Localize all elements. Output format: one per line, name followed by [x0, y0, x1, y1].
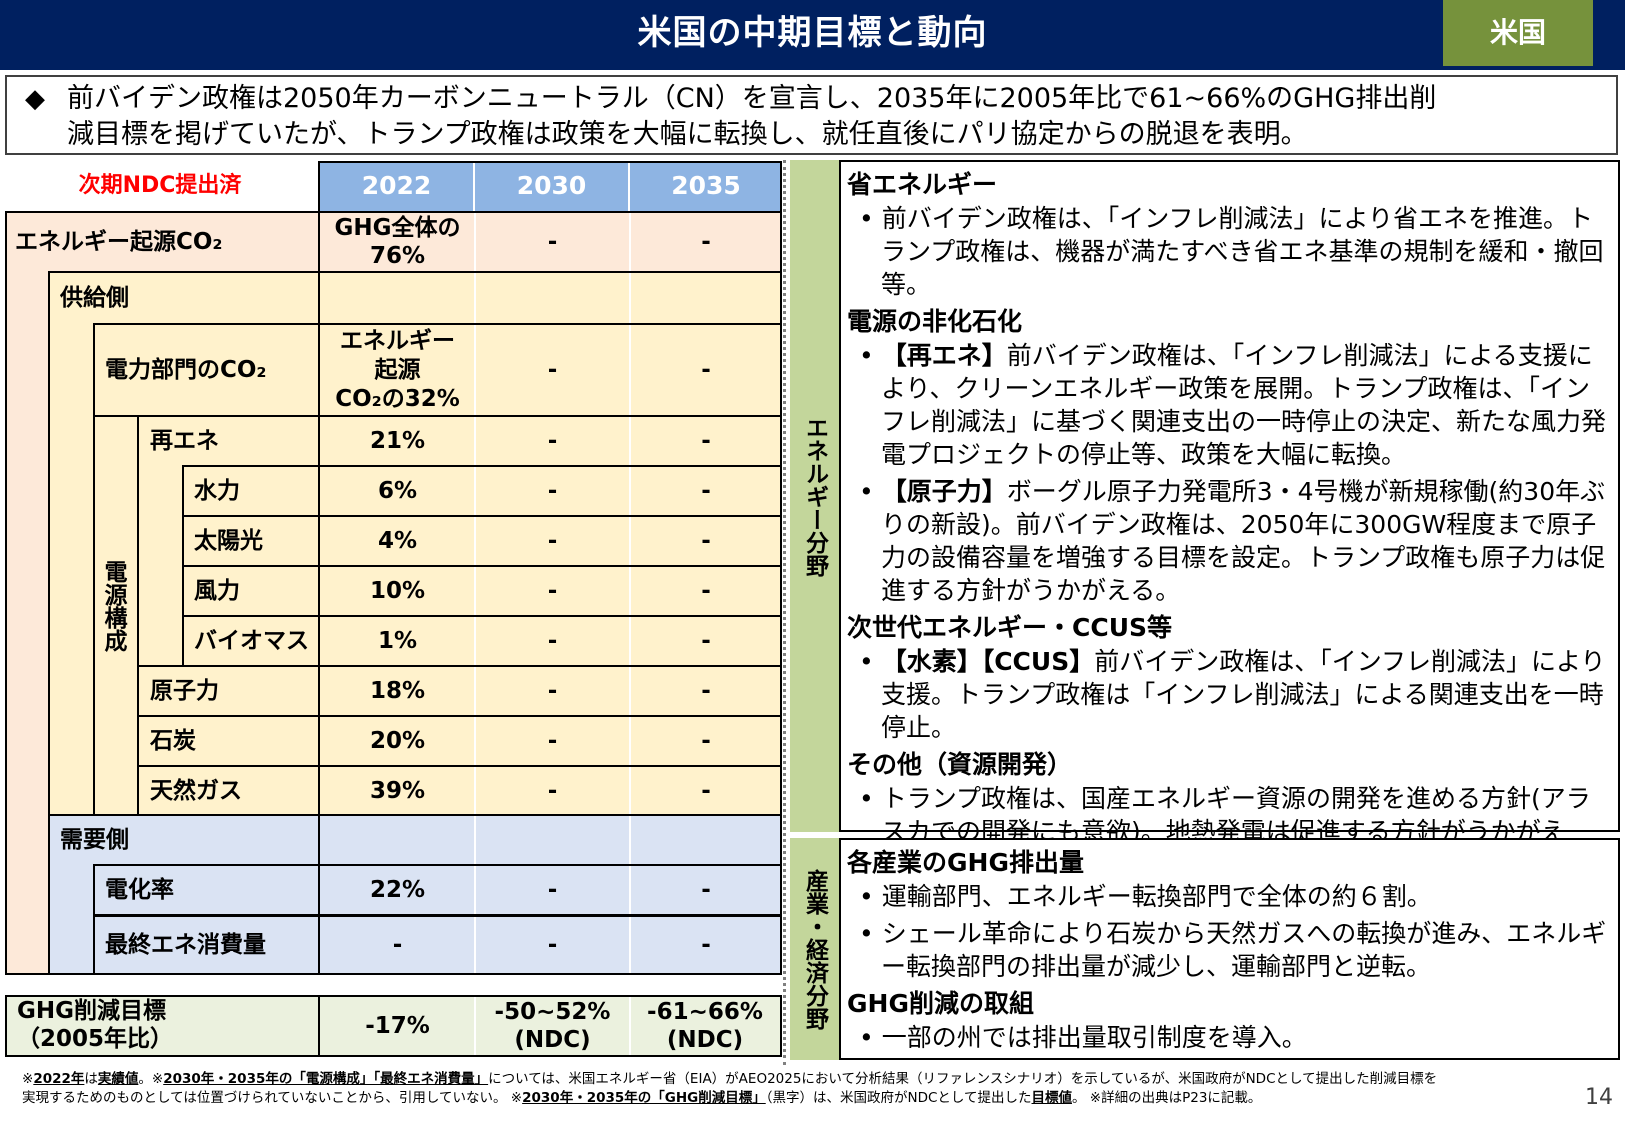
column-header-2035: 2035	[630, 161, 782, 211]
bullet-renewables: • 【再エネ】前バイデン政権は、「インフレ削減法」による支援により、クリーンエネ…	[859, 341, 1607, 469]
cell-hydro-2035: -	[701, 478, 711, 504]
cell-gas-2035: -	[701, 777, 711, 804]
cell-wind-2022: 10%	[369, 578, 426, 604]
cell-renewables-2035: -	[701, 428, 711, 454]
cell-solar-2022: 4%	[377, 528, 418, 554]
cell-nuclear-2030: -	[547, 678, 558, 704]
section-divider	[783, 160, 786, 1065]
cell-coal-2022: 20%	[369, 728, 426, 754]
title-bar: 米国の中期目標と動向 米国	[0, 0, 1625, 70]
cell-hydro-2030: -	[547, 478, 558, 504]
cell-gas-2030: -	[547, 777, 558, 804]
bullet-hydrogen-ccus: • 【水素】【CCUS】前バイデン政権は、「インフレ削減法」により支援。トランプ…	[859, 647, 1606, 742]
summary-line-2: 減目標を掲げていたが、トランプ政権は政策を大幅に転換し、就任直後にパリ協定からの…	[67, 119, 1308, 150]
energy-section-label: エネルギー分野	[801, 415, 828, 577]
footnote: ※2022年は実績値。※2030年・2035年の「電源構成」「最終エネ消費量」に…	[22, 1071, 1438, 1106]
industry-section-sidebar: 産業・経済分野	[790, 838, 839, 1060]
heading-power-decarbonization: 電源の非化石化	[847, 307, 1023, 336]
row-label-supply-side: 供給側	[60, 285, 129, 311]
cell-final-energy-2035: -	[701, 932, 711, 958]
diamond-bullet-icon: ◆	[25, 84, 45, 114]
row-label-ghg-target: GHG削減目標 （2005年比）	[17, 998, 174, 1052]
heading-industry-ghg: 各産業のGHG排出量	[847, 848, 1084, 877]
summary-box: ◆ 前バイデン政権は2050年カーボンニュートラル（CN）を宣言し、2035年に2…	[5, 75, 1618, 155]
column-header-2022: 2022	[320, 161, 475, 211]
row-label-energy-co2: エネルギー起源CO₂	[15, 229, 223, 255]
row-label-biomass: バイオマス	[194, 628, 309, 654]
row-label-demand-side: 需要側	[60, 827, 129, 853]
heading-next-gen-energy: 次世代エネルギー・CCUS等	[847, 613, 1173, 642]
bullet-nuclear: • 【原子力】ボーグル原子力発電所3・4号機が新規稼働(約30年ぶりの新設)。前…	[859, 477, 1606, 605]
cell-electrification-2030: -	[547, 877, 558, 903]
row-label-natural-gas: 天然ガス	[150, 777, 242, 804]
row-label-wind: 風力	[194, 578, 240, 604]
cell-electrification-2035: -	[701, 877, 711, 903]
row-label-solar: 太陽光	[194, 528, 263, 554]
cell-electrification-2022: 22%	[369, 877, 426, 903]
row-label-coal: 石炭	[150, 728, 196, 754]
cell-energy-co2-2035: -	[701, 229, 711, 255]
cell-solar-2035: -	[701, 528, 711, 554]
cell-gas-2022: 39%	[369, 777, 426, 804]
cell-biomass-2035: -	[701, 628, 711, 654]
cell-ghg-target-2035: -61~66% (NDC)	[647, 999, 763, 1053]
cell-ghg-target-2022: -17%	[365, 1013, 430, 1039]
row-label-nuclear: 原子力	[150, 678, 219, 704]
cell-coal-2030: -	[547, 728, 558, 754]
energy-section-sidebar: エネルギー分野	[790, 160, 839, 832]
ndc-submitted-label: 次期NDC提出済	[78, 173, 242, 198]
cell-ghg-target-2030: -50~52% (NDC)	[494, 999, 611, 1053]
heading-energy-efficiency: 省エネルギー	[847, 170, 998, 199]
cell-wind-2030: -	[547, 578, 558, 604]
column-header-2030: 2030	[475, 161, 630, 211]
cell-final-energy-2022: -	[392, 932, 403, 958]
cell-wind-2035: -	[701, 578, 711, 604]
row-label-power-co2: 電力部門のCO₂	[105, 357, 267, 383]
heading-ghg-reduction-efforts: GHG削減の取組	[847, 989, 1034, 1018]
page-title: 米国の中期目標と動向	[637, 13, 988, 53]
cell-power-co2-2030: -	[547, 357, 558, 383]
row-label-renewables: 再エネ	[150, 428, 219, 454]
energy-section-panel: 省エネルギー • 前バイデン政権は、「インフレ削減法」により省エネを推進。トラン…	[839, 160, 1620, 879]
cell-nuclear-2022: 18%	[369, 678, 426, 704]
cell-power-co2-2022: エネルギー 起源 CO₂の32%	[335, 327, 460, 412]
bullet-shale-revolution: • シェール革命により石炭から天然ガスへの転換が進み、エネルギー転換部門の排出量…	[859, 919, 1607, 981]
bullet-energy-efficiency: • 前バイデン政権は、「インフレ削減法」により省エネを推進。トランプ政権は、機器…	[859, 204, 1604, 299]
row-label-hydro: 水力	[194, 478, 240, 504]
row-label-electrification: 電化率	[105, 877, 174, 903]
cell-renewables-2030: -	[547, 428, 558, 454]
cell-nuclear-2035: -	[701, 678, 711, 704]
cell-final-energy-2030: -	[547, 932, 558, 958]
cell-energy-co2-2030: -	[547, 229, 558, 255]
cell-hydro-2022: 6%	[377, 478, 418, 504]
bullet-emissions-trading: • 一部の州では排出量取引制度を導入。	[859, 1023, 1307, 1052]
bullet-transport-share: • 運輸部門、エネルギー転換部門で全体の約６割。	[859, 882, 1432, 911]
page-number: 14	[1585, 1085, 1613, 1110]
cell-renewables-2022: 21%	[369, 428, 426, 454]
cell-energy-co2-2022: GHG全体の 76%	[334, 215, 461, 269]
cell-coal-2035: -	[701, 728, 711, 754]
summary-line-1: 前バイデン政権は2050年カーボンニュートラル（CN）を宣言し、2035年に20…	[67, 83, 1437, 114]
power-mix-group-label: 電源構成	[100, 560, 126, 652]
industry-section-label: 産業・経済分野	[801, 868, 828, 1030]
row-label-final-energy: 最終エネ消費量	[105, 932, 266, 958]
country-badge: 米国	[1443, 0, 1593, 66]
cell-biomass-2022: 1%	[377, 628, 418, 654]
cell-biomass-2030: -	[547, 628, 558, 654]
industry-section-panel: 各産業のGHG排出量 • 運輸部門、エネルギー転換部門で全体の約６割。 • シェ…	[839, 838, 1620, 1060]
heading-other-resources: その他（資源開発）	[847, 750, 1073, 779]
cell-solar-2030: -	[547, 528, 558, 554]
cell-power-co2-2035: -	[701, 357, 711, 383]
